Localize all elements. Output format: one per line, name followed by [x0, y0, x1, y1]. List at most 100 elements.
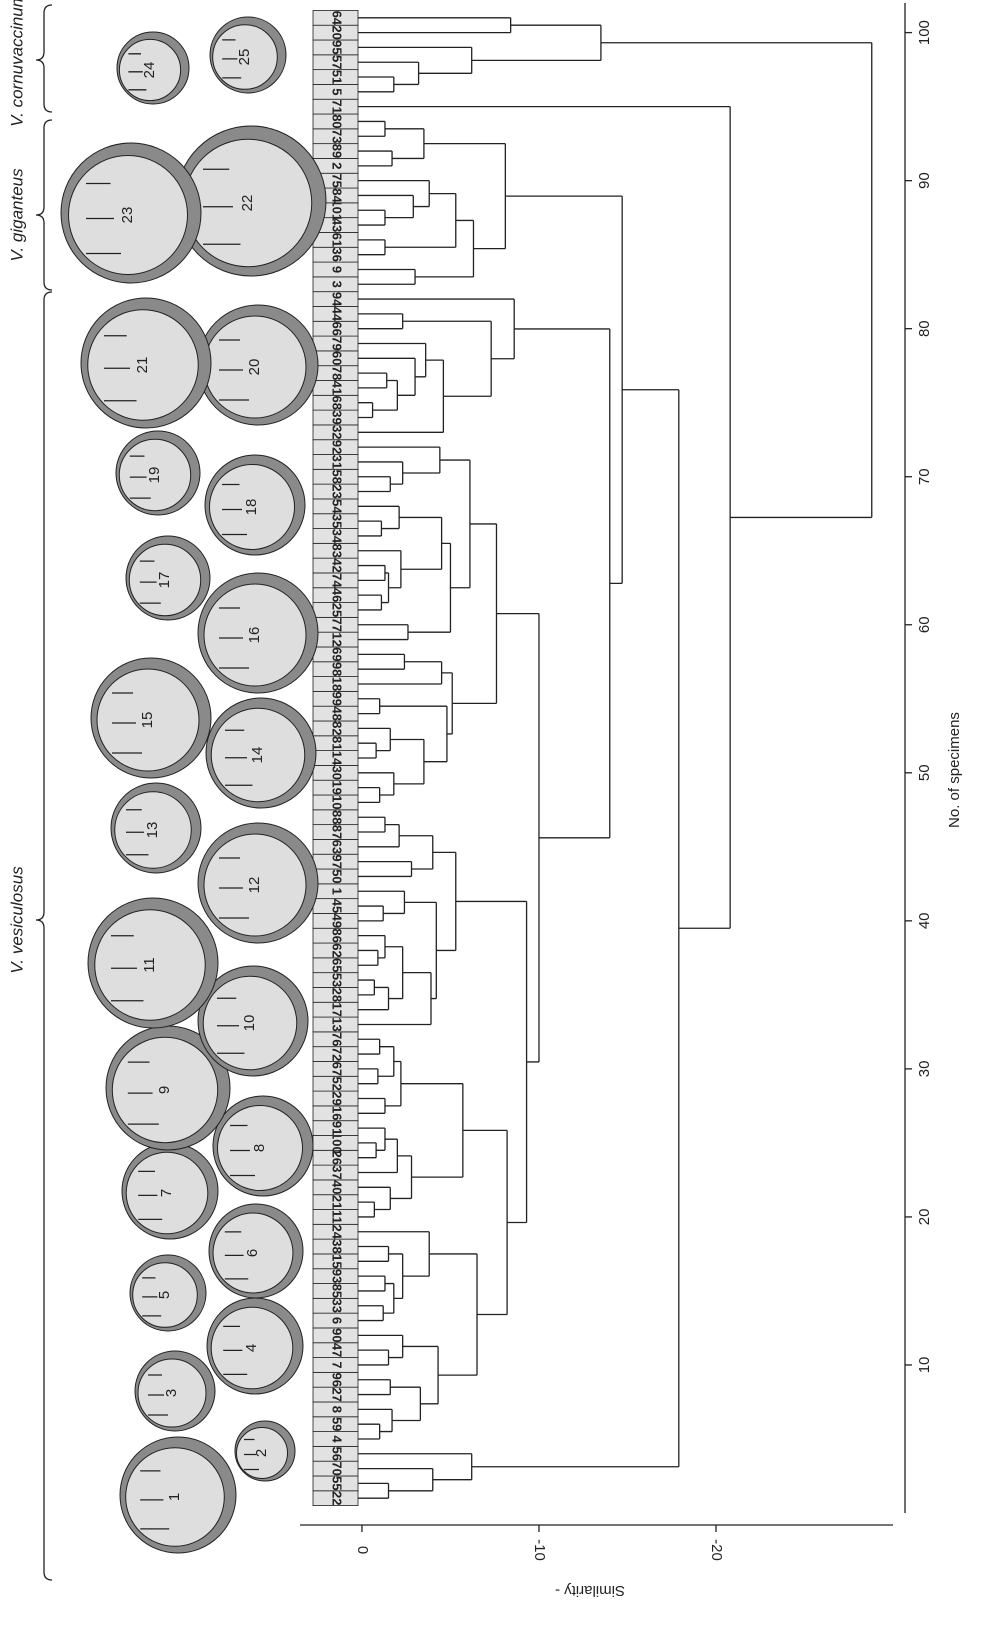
merge [358, 1143, 376, 1158]
merge [358, 521, 381, 536]
leaf-label: 78 [330, 366, 345, 380]
leaf-label: 8 [330, 1406, 345, 1413]
merge [358, 891, 404, 913]
merge [385, 947, 403, 999]
leaf-label: 60 [330, 351, 345, 365]
merge [385, 1061, 401, 1105]
leaf-label: 75 [330, 173, 345, 187]
merge [358, 240, 385, 255]
leaf-label: 36 [330, 247, 345, 261]
merge [358, 862, 412, 877]
outline-label: 3 [163, 1389, 180, 1397]
leaf-label: 12 [330, 632, 345, 646]
group-label: V. cornuvaccinum [7, 0, 26, 127]
outline-label: 5 [156, 1291, 173, 1299]
leaf-label: 96 [330, 1373, 345, 1387]
merge [358, 1139, 397, 1172]
leaf-label: 95 [330, 40, 345, 54]
group-brace [36, 5, 52, 112]
merge [424, 144, 505, 249]
merge [358, 1350, 389, 1365]
merge [358, 1039, 380, 1054]
leaf-label: 67 [330, 1062, 345, 1076]
leaf-label: 37 [330, 1165, 345, 1179]
leaf-label: 94 [330, 292, 345, 307]
outline-label: 11 [141, 957, 158, 973]
leaf-label: 70 [330, 1461, 345, 1475]
outline-label: 9 [156, 1086, 173, 1094]
leaf-label: 7 [330, 1361, 345, 1368]
leaf-label: 93 [330, 1269, 345, 1283]
leaf-label: 66 [330, 321, 345, 335]
merge [463, 1130, 507, 1314]
merge [358, 825, 399, 847]
merge [440, 460, 470, 588]
leaf-label: 50 [330, 869, 345, 883]
merge [358, 195, 413, 217]
outline-label: 23 [119, 207, 136, 224]
leaf-label: 98 [330, 662, 345, 676]
merge [358, 462, 403, 484]
merge [358, 906, 383, 921]
merge [389, 1254, 403, 1298]
leaf-label: 84 [330, 188, 345, 203]
leaf-label: 20 [330, 25, 345, 39]
leaf-label: 32 [330, 425, 345, 439]
merge [390, 1387, 420, 1420]
leaf-label: 2 [330, 162, 345, 169]
outline-label: 21 [134, 357, 151, 374]
merge [472, 390, 679, 1467]
outline-label: 13 [144, 822, 161, 839]
merge [358, 1335, 403, 1357]
merge [358, 1424, 380, 1439]
merge [358, 950, 378, 965]
group-label: V. giganteus [7, 168, 26, 262]
y-tick-label: -10 [531, 1539, 548, 1561]
leaf-label: 82 [330, 721, 345, 735]
leaf-label: 88 [330, 810, 345, 824]
merge [358, 625, 408, 640]
merge [358, 314, 403, 329]
merge [390, 1156, 411, 1199]
leaf-label: 9 [330, 266, 345, 273]
leaf-label: 41 [330, 381, 345, 395]
leaf-label: 62 [330, 943, 345, 957]
merge [358, 788, 380, 803]
leaf-label: 74 [330, 573, 345, 588]
merge [358, 1276, 385, 1291]
leaf-label: 15 [330, 1254, 345, 1268]
outline-label: 14 [249, 747, 266, 764]
merge [358, 403, 373, 418]
leaf-label: 46 [330, 588, 345, 602]
merge [358, 447, 440, 473]
outline-label: 2 [253, 1449, 270, 1457]
leaf-label: 21 [330, 1195, 345, 1209]
merge [456, 901, 527, 1222]
leaf-label: 54 [330, 499, 345, 514]
leaf-label: 73 [330, 129, 345, 143]
leaf-label: 34 [330, 529, 345, 544]
merge [429, 1254, 477, 1375]
leaf-label: 77 [330, 618, 345, 632]
leaf-label: 52 [330, 1076, 345, 1090]
outline-label: 18 [243, 499, 260, 516]
merge [415, 220, 473, 276]
leaf-label: 14 [330, 751, 345, 766]
leaf-label: 69 [330, 647, 345, 661]
merge [358, 151, 392, 166]
outline-label: 25 [236, 49, 253, 66]
y-tick-label: -20 [708, 1539, 725, 1561]
leaf-label: 30 [330, 766, 345, 780]
merge [373, 381, 398, 411]
leaf-label: 10 [330, 795, 345, 809]
leaf-label: 99 [330, 692, 345, 706]
merge [385, 129, 424, 159]
merge [358, 699, 380, 714]
merge [358, 1454, 472, 1480]
leaf-label: 83 [330, 544, 345, 558]
merge [403, 321, 492, 396]
leaf-label: 11 [330, 1210, 345, 1224]
leaf-label: 40 [330, 1180, 345, 1194]
outline-label: 17 [156, 572, 173, 589]
leaf-label: 53 [330, 973, 345, 987]
